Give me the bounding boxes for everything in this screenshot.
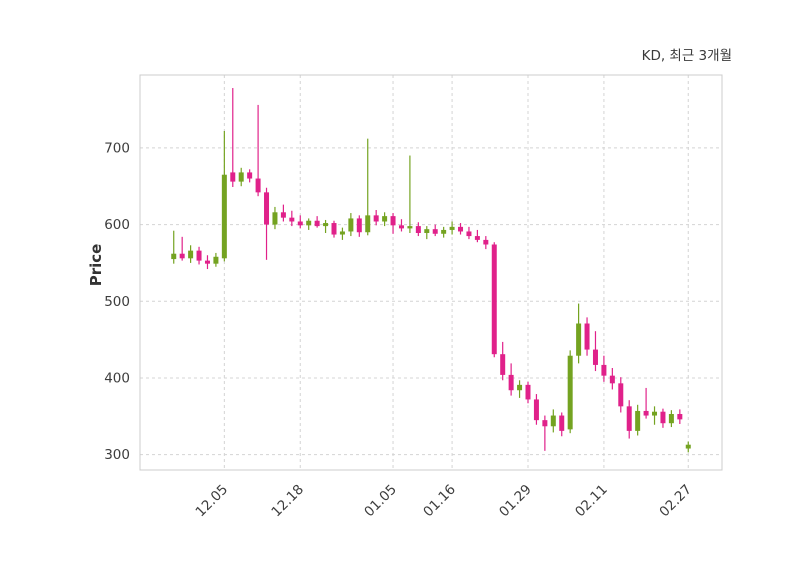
candle-body-up [339,231,345,235]
candle-body-down [643,410,649,416]
x-tick-label: 12.18 [268,482,307,521]
candle-body-down [626,406,632,431]
candle-body-up [213,256,219,264]
candle-body-up [348,218,354,232]
candle-body-down [618,383,624,407]
candle-body-down [314,220,320,227]
candle-body-down [533,399,539,421]
candle-body-up [550,415,556,427]
candle-body-up [685,444,691,449]
candle-body-down [500,354,506,375]
candle-body-up [407,226,413,229]
candle-body-up [424,229,430,233]
candle-body-up [668,414,674,424]
candle-body-up [441,229,447,234]
candle-body-down [609,375,615,384]
candle-body-down [458,226,464,232]
candle-body-down [247,172,253,179]
y-tick-label: 500 [104,294,130,310]
candle-body-up [188,250,194,259]
candle-body-down [584,323,590,350]
x-tick-label: 01.16 [420,482,459,521]
candle-body-down [196,250,202,261]
candle-body-up [517,384,523,391]
candle-body-down [255,178,261,193]
candle-body-down [280,212,286,218]
y-tick-label: 400 [104,370,130,386]
candle-body-down [660,411,666,424]
candle-body-up [382,216,388,222]
candle-body-up [449,226,455,230]
candle-body-down [559,415,565,431]
candle-body-down [415,226,421,233]
candle-body-down [432,229,438,234]
candle-body-down [491,244,497,355]
candle-body-down [179,253,185,259]
candle-body-down [525,384,531,400]
candle-body-down [474,236,480,240]
candle-body-up [272,212,278,225]
candle-body-up [238,172,244,182]
candle-body-up [171,253,177,260]
candle-body-down [466,231,472,237]
candle-body-down [264,192,270,225]
x-tick-label: 02.27 [656,482,695,521]
y-tick-label: 300 [104,447,130,463]
plot-border [139,74,723,471]
candle-body-up [635,410,641,431]
x-tick-label: 01.05 [361,482,400,521]
candle-body-up [576,323,582,356]
candle-body-up [306,220,312,226]
candle-body-up [323,223,329,227]
candle-body-down [289,217,295,222]
candle-body-down [677,414,683,420]
candle-body-down [356,218,362,233]
candle-body-down [601,364,607,376]
candle-body-down [592,349,598,365]
x-tick-label: 02.11 [572,482,611,521]
x-tick-label: 01.29 [496,482,535,521]
candle-body-up [221,174,227,259]
x-tick-label: 12.05 [193,482,232,521]
candle-body-down [398,225,404,229]
candle-body-up [652,411,658,416]
chart-title: KD, 최근 3개월 [641,48,732,64]
candle-body-down [542,420,548,427]
candle-body-down [483,239,489,245]
candle-body-down [373,215,379,222]
candle-body-down [230,172,236,182]
y-axis-label: Price [87,243,105,287]
candle-body-up [365,215,371,233]
y-tick-label: 700 [104,140,130,156]
candle-body-down [331,223,337,235]
candle-body-down [297,221,303,226]
candle-body-down [390,216,396,226]
candle-body-down [508,374,514,391]
y-tick-label: 600 [104,217,130,233]
candle-body-down [204,260,210,264]
candle-body-up [567,355,573,430]
